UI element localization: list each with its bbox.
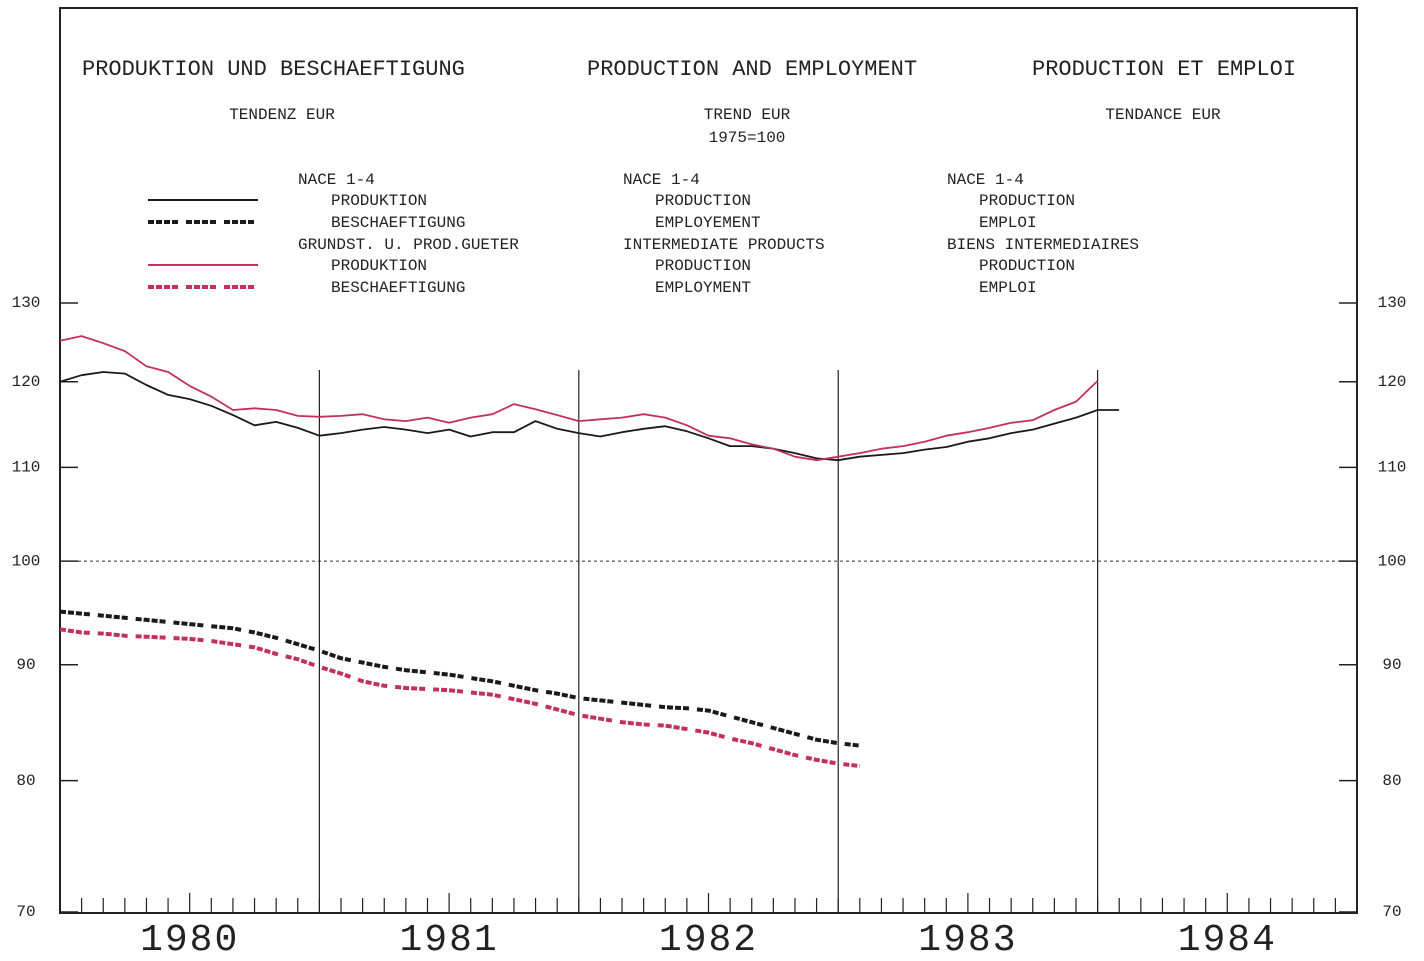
y-tick-label: 130	[12, 294, 41, 312]
title-de: PRODUKTION UND BESCHAEFTIGUNG	[82, 57, 465, 82]
y2-tick-label: 110	[1378, 459, 1407, 477]
subtitle-en: TREND EUR	[704, 106, 791, 124]
x-tick-label: 1980	[140, 919, 239, 961]
legend-group: NACE 1-4	[623, 171, 700, 189]
y-tick-label: 100	[12, 552, 41, 570]
legend-label: PRODUCTION	[979, 257, 1075, 275]
legend-label: PRODUCTION	[979, 192, 1075, 210]
series-line	[59, 609, 860, 748]
y-tick-label: 90	[16, 656, 35, 674]
subtitle-fr: TENDANCE EUR	[1105, 106, 1221, 124]
y2-tick-label: 120	[1378, 373, 1407, 391]
y-tick-label: 70	[16, 903, 35, 921]
legend-group: NACE 1-4	[947, 171, 1024, 189]
legend-label: BESCHAEFTIGUNG	[331, 279, 465, 297]
y-tick-label: 110	[12, 459, 41, 477]
x-tick-label: 1982	[659, 919, 758, 961]
y-tick-label: 80	[16, 772, 35, 790]
legend-label: PRODUKTION	[331, 257, 427, 275]
legend-label: EMPLOYMENT	[655, 279, 751, 297]
y-tick-label: 120	[12, 373, 41, 391]
legend-label: PRODUCTION	[655, 257, 751, 275]
y2-tick-label: 90	[1382, 656, 1401, 674]
series-line	[59, 627, 860, 768]
y2-tick-label: 100	[1378, 552, 1407, 570]
subtitle-de: TENDENZ EUR	[229, 106, 335, 124]
legend-group: NACE 1-4	[298, 171, 375, 189]
y2-tick-label: 80	[1382, 772, 1401, 790]
legend-group: GRUNDST. U. PROD.GUETER	[298, 236, 519, 254]
base-note: 1975=100	[709, 129, 786, 147]
legend-label: PRODUKTION	[331, 192, 427, 210]
x-tick-label: 1983	[918, 919, 1017, 961]
legend-label: EMPLOYEMENT	[655, 214, 761, 232]
legend-label: BESCHAEFTIGUNG	[331, 214, 465, 232]
y2-tick-label: 130	[1378, 294, 1407, 312]
x-tick-label: 1981	[399, 919, 498, 961]
series-line	[59, 371, 1120, 462]
x-tick-label: 1984	[1178, 919, 1277, 961]
y2-tick-label: 70	[1382, 903, 1401, 921]
legend-group: INTERMEDIATE PRODUCTS	[623, 236, 825, 254]
title-fr: PRODUCTION ET EMPLOI	[1032, 57, 1296, 82]
title-en: PRODUCTION AND EMPLOYMENT	[587, 57, 917, 82]
legend-label: EMPLOI	[979, 214, 1037, 232]
series-line	[59, 335, 1099, 462]
legend-group: BIENS INTERMEDIAIRES	[947, 236, 1139, 254]
legend-label: EMPLOI	[979, 279, 1037, 297]
legend-label: PRODUCTION	[655, 192, 751, 210]
